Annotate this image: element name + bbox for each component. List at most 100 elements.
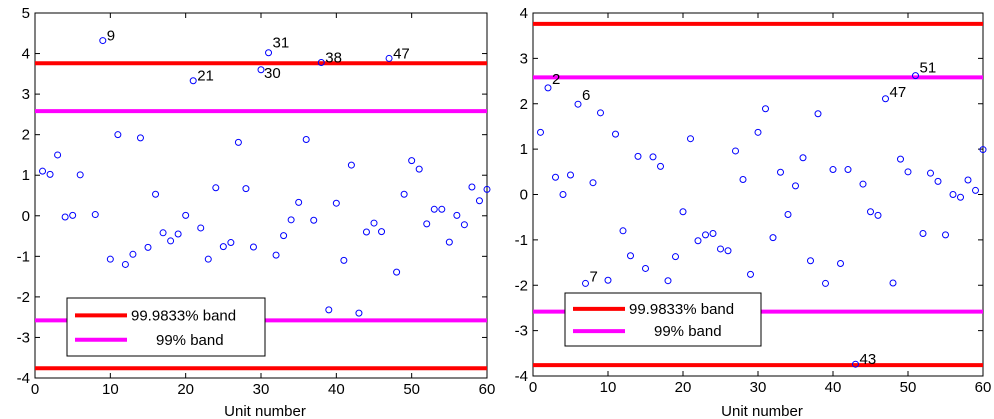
legend-box (66, 297, 266, 357)
data-point (537, 128, 544, 136)
data-point (189, 77, 197, 85)
data-point (799, 154, 807, 162)
data-point (927, 169, 934, 177)
y-tick-label: -2 (515, 277, 528, 294)
data-point (39, 167, 47, 175)
data-point (814, 110, 822, 118)
point-label-6: 6 (582, 87, 590, 104)
data-point (362, 228, 370, 236)
data-point (754, 128, 762, 136)
data-point (340, 256, 348, 264)
x-tick-label: 60 (975, 379, 992, 396)
data-point (99, 37, 107, 45)
x-tick-label: 40 (328, 381, 345, 398)
data-point (106, 255, 114, 263)
x-tick-label: 30 (253, 381, 270, 398)
point-label-38: 38 (325, 49, 342, 66)
data-point (784, 210, 792, 218)
data-point (567, 171, 574, 179)
data-point (468, 183, 476, 191)
data-point (114, 131, 122, 139)
y-tick-label: -3 (515, 323, 528, 340)
data-point (972, 186, 979, 194)
data-point (370, 219, 378, 227)
data-point (657, 162, 664, 170)
x-tick-label: 20 (675, 379, 692, 396)
data-point (904, 168, 912, 176)
data-point (212, 184, 220, 192)
data-point (415, 165, 423, 173)
data-point (317, 58, 325, 66)
x-tick-label: 20 (177, 381, 194, 398)
data-point (69, 211, 77, 219)
point-label-21: 21 (197, 68, 214, 85)
data-point (597, 109, 604, 117)
data-point (280, 232, 288, 240)
point-label-7: 7 (590, 268, 598, 285)
data-point (792, 182, 799, 190)
data-point (91, 211, 99, 219)
point-label-2: 2 (552, 71, 560, 88)
data-point (347, 161, 355, 169)
y-tick-label: 1 (22, 167, 30, 184)
data-point (385, 54, 393, 62)
data-point (619, 227, 627, 235)
legend-box (564, 292, 762, 347)
data-point (182, 211, 190, 219)
data-point (159, 229, 167, 237)
y-tick-label: 4 (22, 46, 30, 63)
data-point (844, 166, 852, 174)
data-point (634, 152, 642, 160)
y-tick-label: 1 (520, 141, 528, 158)
data-point (152, 190, 160, 198)
data-point (423, 220, 431, 228)
data-point (574, 100, 582, 108)
data-point (664, 277, 672, 285)
y-tick-label: 3 (520, 50, 528, 67)
data-point (627, 252, 634, 260)
data-point (807, 257, 814, 265)
data-point (129, 250, 137, 258)
data-point (393, 268, 401, 276)
data-point (724, 247, 732, 255)
data-point (822, 279, 829, 287)
data-point (942, 231, 949, 239)
data-point (679, 208, 687, 216)
data-point (272, 251, 280, 259)
data-point (949, 191, 957, 198)
data-point (649, 153, 657, 161)
data-point (46, 170, 54, 178)
data-point (882, 95, 889, 103)
y-tick-label: -1 (17, 248, 30, 265)
data-point (54, 151, 62, 159)
legend-label: 99.9833% band (131, 307, 236, 324)
y-tick-label: 0 (520, 187, 528, 204)
point-label-30: 30 (264, 65, 281, 82)
data-point (934, 177, 942, 185)
x-tick-label: 10 (600, 379, 617, 396)
x-tick-label: 0 (529, 379, 537, 396)
data-point (144, 243, 152, 251)
data-point (859, 180, 867, 188)
data-point (325, 306, 333, 314)
data-point (167, 237, 175, 245)
x-tick-label: 0 (31, 381, 39, 398)
data-point (739, 176, 747, 184)
point-label-47: 47 (890, 84, 907, 101)
data-point (702, 231, 709, 239)
data-point (295, 198, 303, 206)
data-point (732, 147, 739, 155)
data-point (919, 230, 927, 238)
point-label-47: 47 (393, 45, 410, 62)
legend-label: 99.9833% band (629, 301, 734, 318)
data-point (559, 191, 567, 198)
legend-label: 99% band (156, 332, 224, 349)
data-point (287, 216, 295, 224)
y-tick-label: 2 (520, 96, 528, 113)
data-point (852, 360, 859, 368)
point-label-43: 43 (860, 351, 877, 368)
data-point (769, 234, 777, 242)
y-tick-label: 5 (22, 5, 30, 22)
data-point (829, 166, 837, 174)
